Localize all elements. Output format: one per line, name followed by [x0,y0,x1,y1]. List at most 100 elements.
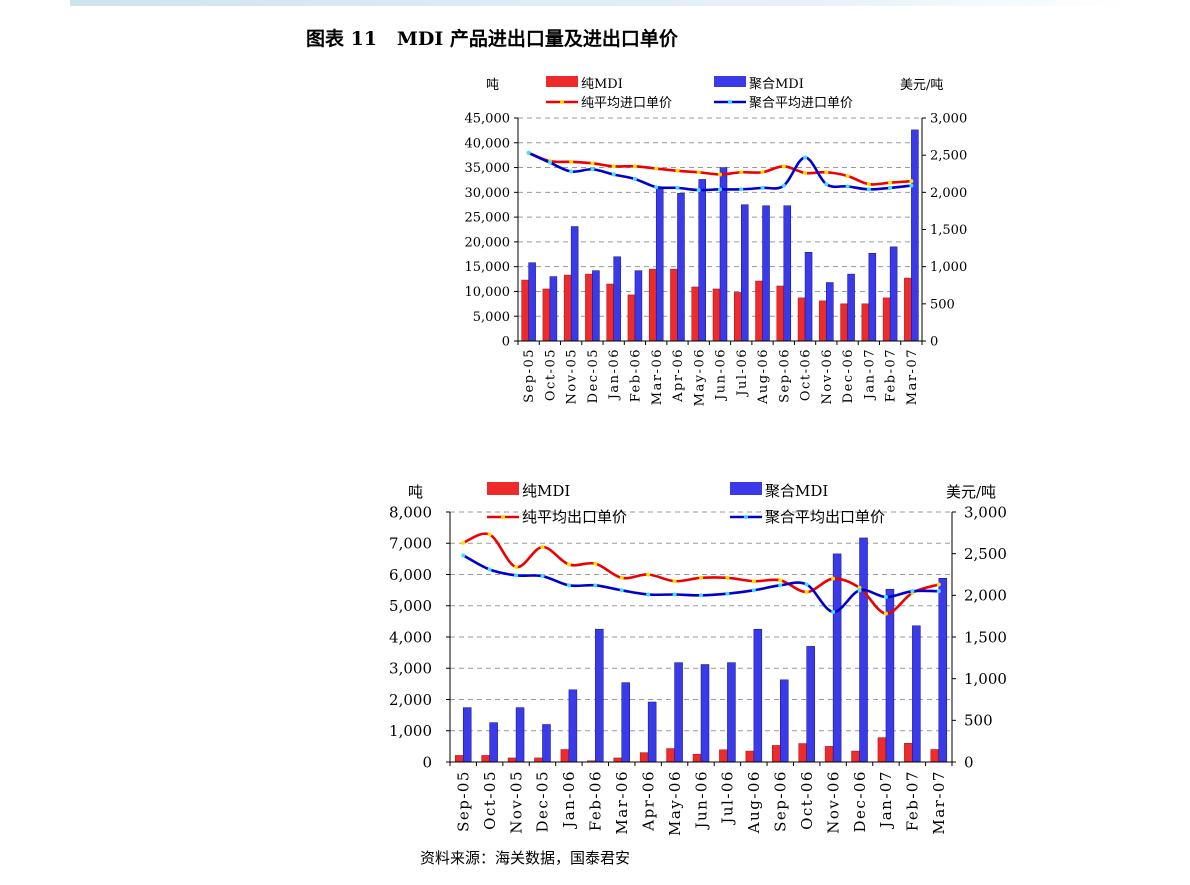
c1-pure-price-line-point [845,173,850,178]
c1-polymeric-price-line-point [547,160,552,165]
c2-pure-price-line-point [831,576,836,581]
c1-ytick-label: 5,000 [473,310,510,325]
c2-category-label: Oct-05 [481,770,499,830]
c1-pure-price-line-point [632,164,637,169]
c2-pure-mdi-bar [904,743,913,763]
c1-category-label: May-06 [692,348,707,406]
c2-category-label: Nov-05 [507,770,525,834]
c2-polymeric-mdi-bar [727,662,736,763]
c2-pure-mdi-bar [534,757,543,763]
c1-ytick-label: 10,000 [465,285,511,300]
c2-y2tick-label: 500 [964,712,993,730]
c2-category-label: Oct-06 [798,770,816,830]
c1-pure-price-line-point [781,164,786,169]
c2-right-axis-unit: 美元/吨 [946,483,996,501]
c2-legend-pure-mdi-swatch [487,482,519,495]
c2-legend-pure-price: 纯平均出口单价 [522,508,627,526]
c2-polymeric-mdi-bar [462,707,472,763]
c1-category-label: Jan-07 [862,348,877,401]
c1-pure-mdi-bar [840,303,848,342]
c1-pure-price-line-point [696,170,701,175]
c2-category-label: Jan-07 [877,770,895,830]
c2-pure-price-line-point [461,540,466,545]
c2-polymeric-price-line-point [831,610,836,614]
c1-pure-mdi-bar [585,273,593,342]
header-gradient-bar [70,0,1130,6]
c1-category-label: Sep-06 [777,348,792,403]
c2-pure-price-line-point [646,572,651,577]
c1-category-label: Apr-06 [671,348,686,403]
c1-pure-mdi-bar [691,286,699,342]
c2-pure-price-line-point [540,545,545,549]
c2-ytick-label: 6,000 [389,566,432,584]
c1-legend-pure-mdi: 纯MDI [581,77,623,92]
c2-polymeric-mdi-bar [489,722,498,763]
c1-category-label: Jan-06 [607,348,622,401]
c1-category-label: Nov-05 [565,348,580,404]
c1-polymeric-price-line-point [909,183,914,188]
c1-polymeric-mdi-bar [762,205,770,342]
c2-y2tick-label: 1,500 [964,628,1007,646]
c2-pure-mdi-bar [454,755,464,763]
c1-polymeric-mdi-bar [804,252,813,342]
c1-pure-mdi-bar [734,292,742,342]
c2-polymeric-price-line-point [883,595,888,599]
c1-polymeric-mdi-bar [719,167,728,342]
c2-polymeric-price-line-point [461,553,466,558]
c1-legend-pure-price-marker [560,100,564,104]
c2-category-label: Jun-06 [692,770,710,831]
c2-category-label: Aug-06 [745,770,763,834]
c1-category-label: Feb-07 [884,348,899,402]
c2-category-label: Dec-05 [534,770,552,832]
c1-ytick-label: 35,000 [465,161,511,176]
c2-polymeric-price-line-point [857,588,862,593]
c1-y2tick-label: 1,500 [930,223,967,238]
c2-category-label: Sep-06 [772,770,790,832]
c1-ytick-label: 20,000 [465,235,511,250]
c1-category-label: Aug-06 [756,348,771,405]
c1-left-axis-unit: 吨 [486,78,499,93]
c1-polymeric-mdi-bar [677,193,685,342]
c1-ytick-label: 40,000 [465,136,511,151]
c2-legend-polymeric-mdi: 聚合MDI [765,482,828,500]
c1-y2tick-label: 1,000 [930,260,967,275]
c1-pure-price-line-point [866,182,871,187]
c1-right-axis-unit: 美元/吨 [900,78,943,93]
c1-polymeric-price-line-point [654,185,659,190]
c1-pure-price-line-point [718,172,722,177]
c1-y2tick-label: 500 [930,297,955,312]
c1-pure-price-line-point [675,168,680,173]
c1-pure-price-line-point [611,164,616,169]
c2-category-label: Sep-05 [454,770,472,832]
c1-pure-mdi-bar [712,288,721,342]
c1-category-label: Dec-05 [586,348,601,403]
c1-pure-mdi-bar [797,297,806,342]
c1-polymeric-price-line-point [632,176,637,181]
c1-pure-mdi-bar [521,279,529,342]
c1-pure-mdi-bar [904,277,912,342]
c2-polymeric-price-line-point [540,574,545,579]
c1-polymeric-mdi-bar [613,256,621,342]
c2-polymeric-price-line-point [804,582,809,587]
c1-legend-polymeric-price-marker [728,100,732,104]
c1-polymeric-mdi-bar [698,179,706,342]
c1-pure-mdi-bar [861,303,870,342]
c2-legend-polymeric-mdi-swatch [730,482,762,495]
c2-polymeric-mdi-bar [542,724,551,763]
c1-category-label: Oct-05 [543,348,558,401]
c2-pure-price-line-point [936,582,941,587]
c1-ytick-label: 45,000 [465,112,511,127]
c2-polymeric-mdi-bar [515,707,525,763]
c2-polymeric-mdi-bar [568,689,578,763]
c1-polymeric-mdi-bar [847,273,855,342]
c2-ytick-label: 3,000 [389,660,432,678]
c1-polymeric-price-line-point [611,172,616,177]
c1-pure-mdi-bar [563,274,572,342]
c2-category-label: Jul-06 [719,770,737,826]
c2-polymeric-mdi-bar [753,628,763,763]
c1-pure-price-line-point [590,161,595,166]
c2-pure-mdi-bar [877,737,887,763]
c2-polymeric-price-line-point [514,573,519,578]
c1-pure-mdi-bar [670,268,678,342]
